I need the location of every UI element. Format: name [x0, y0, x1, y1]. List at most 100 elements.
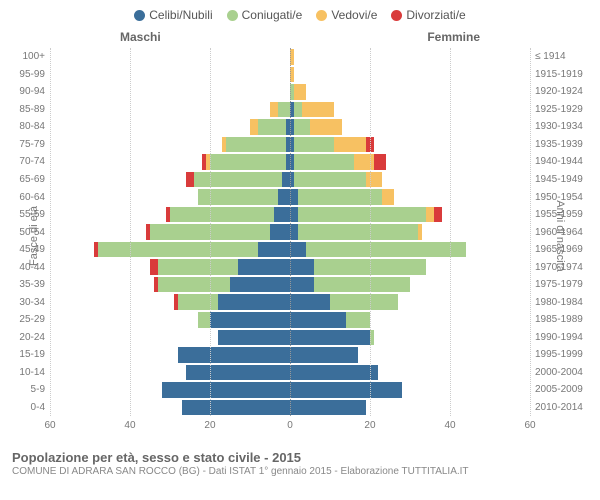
chart-subtitle: COMUNE DI ADRARA SAN ROCCO (BG) - Dati I…	[12, 466, 588, 477]
seg-married	[210, 154, 286, 170]
age-label: 0-4	[5, 402, 45, 413]
seg-single	[282, 172, 290, 188]
seg-single	[290, 365, 378, 381]
age-label: 75-79	[5, 139, 45, 150]
gender-female-label: Femmine	[427, 30, 480, 44]
seg-married	[306, 242, 466, 258]
birth-label: 1960-1964	[535, 227, 595, 238]
bar-male	[50, 154, 290, 170]
x-tick: 0	[287, 420, 293, 431]
bar-female	[290, 67, 530, 83]
seg-widowed	[250, 119, 258, 135]
seg-married	[178, 294, 218, 310]
grid-line	[370, 48, 371, 416]
age-label: 70-74	[5, 156, 45, 167]
seg-single	[178, 347, 290, 363]
legend-swatch	[227, 10, 238, 21]
seg-widowed	[270, 102, 278, 118]
bar-female	[290, 242, 530, 258]
seg-single	[290, 294, 330, 310]
seg-single	[274, 207, 290, 223]
x-tick: 20	[204, 420, 215, 431]
age-label: 90-94	[5, 86, 45, 97]
age-label: 45-49	[5, 244, 45, 255]
age-label: 15-19	[5, 349, 45, 360]
bar-male	[50, 365, 290, 381]
age-label: 30-34	[5, 297, 45, 308]
chart-title: Popolazione per età, sesso e stato civil…	[12, 450, 588, 465]
seg-divorced	[150, 259, 158, 275]
seg-divorced	[186, 172, 194, 188]
bar-male	[50, 67, 290, 83]
grid-line	[50, 48, 51, 416]
grid-line	[210, 48, 211, 416]
birth-label: 1980-1984	[535, 297, 595, 308]
seg-single	[210, 312, 290, 328]
bar-male	[50, 119, 290, 135]
seg-widowed	[382, 189, 394, 205]
seg-married	[194, 172, 282, 188]
seg-single	[290, 330, 370, 346]
bar-male	[50, 312, 290, 328]
bar-female	[290, 119, 530, 135]
seg-married	[298, 207, 426, 223]
legend-item: Vedovi/e	[316, 8, 377, 22]
seg-married	[314, 277, 410, 293]
seg-married	[278, 102, 290, 118]
bar-female	[290, 207, 530, 223]
legend-label: Coniugati/e	[242, 8, 303, 22]
birth-label: 2000-2004	[535, 367, 595, 378]
bar-male	[50, 102, 290, 118]
bar-female	[290, 365, 530, 381]
age-label: 20-24	[5, 332, 45, 343]
bar-male	[50, 172, 290, 188]
legend-label: Vedovi/e	[331, 8, 377, 22]
seg-widowed	[354, 154, 374, 170]
footer: Popolazione per età, sesso e stato civil…	[0, 446, 600, 477]
seg-widowed	[334, 137, 366, 153]
seg-single	[278, 189, 290, 205]
seg-married	[294, 119, 310, 135]
gender-male-label: Maschi	[120, 30, 161, 44]
population-pyramid: Maschi Femmine Fasce di età Anni di nasc…	[0, 26, 600, 446]
seg-widowed	[310, 119, 342, 135]
seg-married	[98, 242, 258, 258]
seg-married	[294, 102, 302, 118]
age-label: 10-14	[5, 367, 45, 378]
bar-male	[50, 137, 290, 153]
seg-single	[258, 242, 290, 258]
bar-female	[290, 312, 530, 328]
seg-widowed	[302, 102, 334, 118]
bar-male	[50, 277, 290, 293]
grid-line	[450, 48, 451, 416]
legend-label: Divorziati/e	[406, 8, 465, 22]
seg-single	[290, 277, 314, 293]
bar-male	[50, 224, 290, 240]
age-label: 50-54	[5, 227, 45, 238]
seg-single	[218, 294, 290, 310]
legend: Celibi/NubiliConiugati/eVedovi/eDivorzia…	[0, 0, 600, 26]
bar-male	[50, 294, 290, 310]
seg-single	[290, 312, 346, 328]
seg-married	[294, 154, 354, 170]
x-tick: 60	[524, 420, 535, 431]
x-tick: 40	[444, 420, 455, 431]
bar-male	[50, 207, 290, 223]
seg-single	[290, 347, 358, 363]
grid-line	[530, 48, 531, 416]
age-label: 100+	[5, 51, 45, 62]
bar-female	[290, 84, 530, 100]
birth-label: 1990-1994	[535, 332, 595, 343]
seg-single	[290, 207, 298, 223]
age-label: 40-44	[5, 262, 45, 273]
bar-female	[290, 382, 530, 398]
seg-married	[346, 312, 370, 328]
seg-single	[186, 365, 290, 381]
seg-widowed	[294, 84, 306, 100]
bar-male	[50, 259, 290, 275]
birth-label: 1945-1949	[535, 174, 595, 185]
bar-female	[290, 277, 530, 293]
birth-label: 2010-2014	[535, 402, 595, 413]
bar-female	[290, 137, 530, 153]
bar-male	[50, 400, 290, 416]
